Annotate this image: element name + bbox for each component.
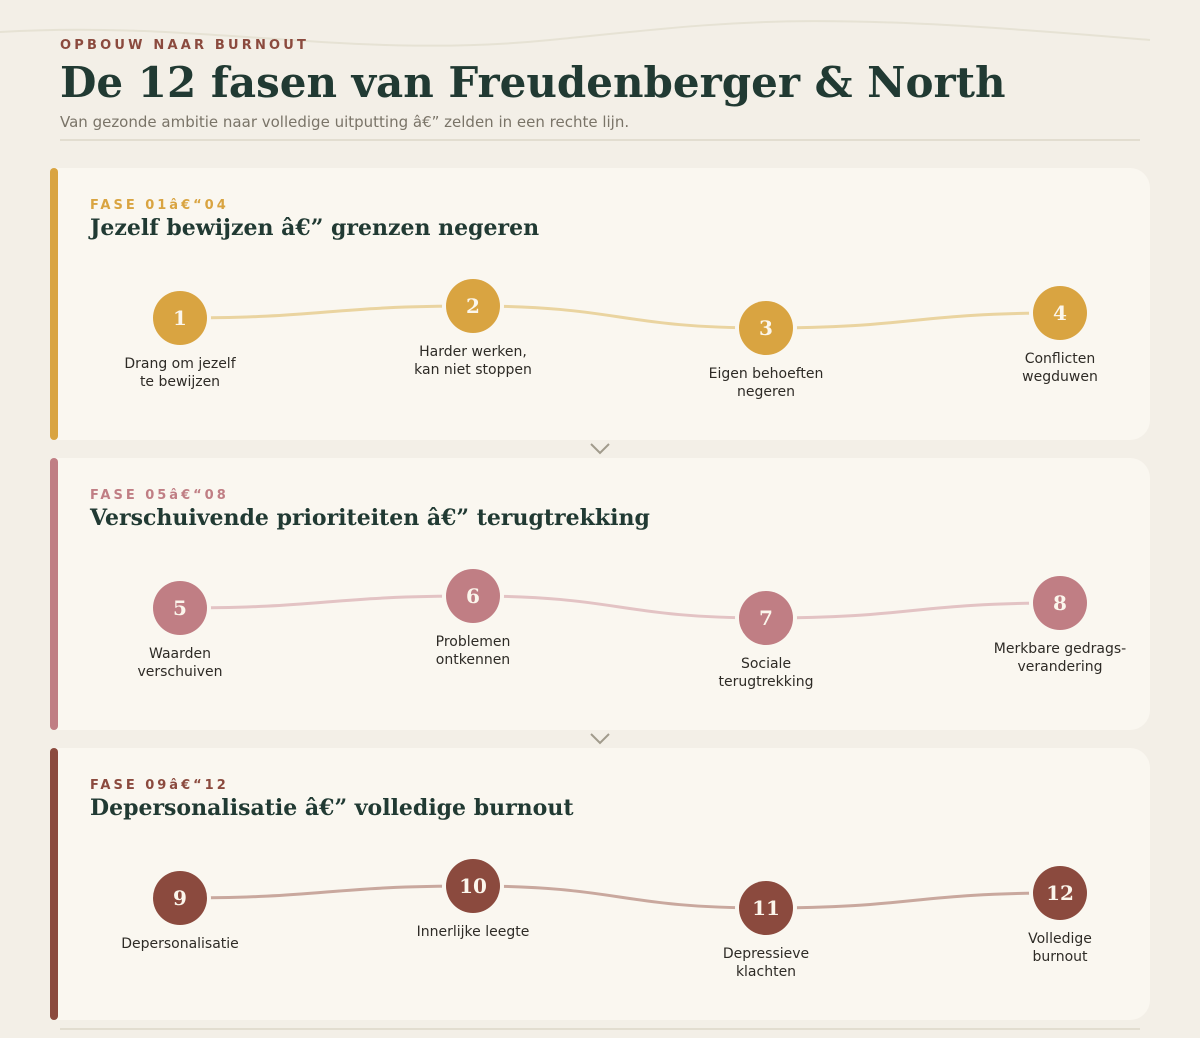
- track-segment: [765, 601, 1061, 620]
- stage-number-badge: 9: [153, 871, 207, 925]
- phase-panel: FASE 01â€“04 Jezelf bewijzen â€” grenzen …: [50, 168, 1150, 440]
- phase-title: Jezelf bewijzen â€” grenzen negeren: [90, 215, 540, 241]
- phase-title: Verschuivende prioriteiten â€” terugtrek…: [90, 505, 650, 531]
- page-header: OPBOUW NAAR BURNOUT De 12 fasen van Freu…: [60, 38, 1140, 131]
- page-kicker: OPBOUW NAAR BURNOUT: [60, 38, 310, 53]
- stage-number-badge: 5: [153, 581, 207, 635]
- stage-label: Waarden verschuiven: [137, 646, 223, 680]
- stage-label: Problemen ontkennen: [435, 634, 511, 668]
- page-subtitle: Van gezonde ambitie naar volledige uitpu…: [60, 113, 630, 131]
- chevron-down-icon: [590, 443, 610, 455]
- stage-label: Volledige burnout: [1028, 931, 1092, 965]
- track-segment: [472, 304, 767, 330]
- stage-label: Merkbare gedrags- verandering: [993, 641, 1127, 675]
- phase-kicker: FASE 09â€“12: [90, 778, 229, 793]
- phase-track: [179, 594, 1061, 620]
- stage-label: Drang om jezelf te bewijzen: [124, 356, 236, 390]
- stage-number-badge: 11: [739, 881, 793, 935]
- header-wave-decoration: [0, 20, 1151, 47]
- stage-number-badge: 12: [1033, 866, 1087, 920]
- footer-divider: [60, 1028, 1140, 1030]
- track-segment: [765, 311, 1061, 330]
- stage-label: Eigen behoeften negeren: [708, 366, 824, 400]
- stage-number-badge: 8: [1033, 576, 1087, 630]
- chevron-down-icon: [590, 733, 610, 745]
- stage-number-badge: 1: [153, 291, 207, 345]
- stage-number-badge: 7: [739, 591, 793, 645]
- track-segment: [765, 891, 1061, 910]
- phase-accent-bar: [50, 168, 58, 440]
- phase-accent-bar: [50, 458, 58, 730]
- track-segment: [179, 304, 474, 320]
- stage-label: Depersonalisatie: [121, 936, 239, 952]
- phase-panel: FASE 09â€“12 Depersonalisatie â€” volledi…: [50, 748, 1150, 1020]
- phase-accent-bar: [50, 748, 58, 1020]
- stage-label: Conflicten wegduwen: [1022, 351, 1098, 385]
- stage-number-badge: 4: [1033, 286, 1087, 340]
- phase-kicker: FASE 05â€“08: [90, 488, 229, 503]
- stage-number-badge: 2: [446, 279, 500, 333]
- stage-label: Harder werken, kan niet stoppen: [414, 344, 532, 378]
- header-divider: [60, 139, 1140, 141]
- track-segment: [179, 884, 474, 900]
- phase-panel: FASE 05â€“08 Verschuivende prioriteiten â…: [50, 458, 1150, 730]
- page-title: De 12 fasen van Freudenberger & North: [60, 58, 1006, 107]
- track-segment: [472, 594, 767, 620]
- phase-title: Depersonalisatie â€” volledige burnout: [90, 795, 574, 821]
- stage-number-badge: 3: [739, 301, 793, 355]
- stage-label: Depressieve klachten: [722, 946, 810, 980]
- stage-label: Innerlijke leegte: [416, 924, 530, 940]
- stage-label: Sociale terugtrekking: [718, 656, 814, 690]
- stage-number-badge: 6: [446, 569, 500, 623]
- track-segment: [179, 594, 474, 610]
- phase-kicker: FASE 01â€“04: [90, 198, 229, 213]
- phase-track: [179, 304, 1061, 330]
- stage-number-badge: 10: [446, 859, 500, 913]
- track-segment: [472, 884, 767, 910]
- phase-track: [179, 884, 1061, 910]
